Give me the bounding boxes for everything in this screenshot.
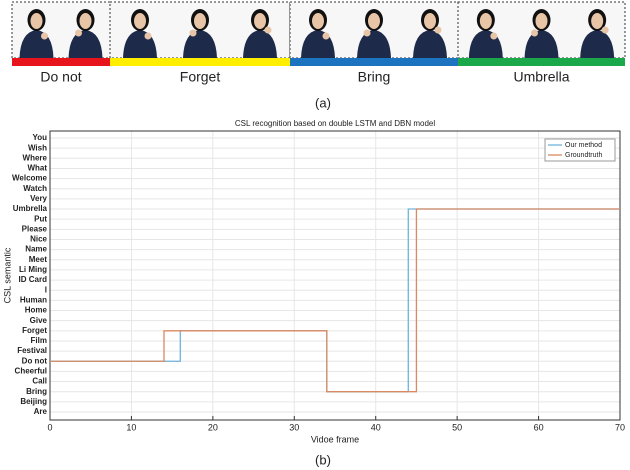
y-tick-label: I: [45, 285, 47, 294]
y-tick-label: Watch: [23, 184, 47, 193]
signer-body: [413, 30, 447, 58]
y-tick-label: Give: [30, 316, 48, 325]
y-tick-label: Do not: [22, 356, 48, 365]
color-bar: [458, 58, 625, 66]
color-bar: [290, 58, 458, 66]
x-axis-label: Vidoe frame: [311, 434, 359, 444]
x-tick-label: 50: [452, 422, 462, 432]
signer-hand: [264, 26, 272, 34]
x-tick-label: 40: [371, 422, 381, 432]
y-tick-label: You: [32, 133, 47, 142]
series-line: [50, 208, 620, 393]
sign-label: Do not: [40, 69, 81, 85]
signer-body: [243, 30, 277, 58]
legend-label: Groundtruth: [565, 152, 602, 159]
x-tick-label: 20: [208, 422, 218, 432]
signer-face: [424, 13, 436, 29]
y-tick-label: Li Ming: [19, 265, 47, 274]
y-tick-label: Wish: [28, 143, 47, 152]
y-tick-label: Bring: [26, 387, 47, 396]
signer-body: [357, 30, 391, 58]
color-bar: [110, 58, 290, 66]
y-tick-label: Where: [23, 153, 48, 162]
y-tick-label: Welcome: [12, 174, 48, 183]
y-axis-label: CSL semantic: [2, 247, 12, 303]
signer-face: [79, 13, 92, 29]
y-tick-label: ID Card: [19, 275, 48, 284]
signer-face: [535, 13, 548, 29]
chart-title: CSL recognition based on double LSTM and…: [235, 119, 435, 128]
y-tick-label: Home: [25, 306, 48, 315]
sign-label: Forget: [180, 69, 221, 85]
y-tick-label: Please: [22, 224, 48, 233]
y-tick-label: Name: [25, 245, 47, 254]
plot-frame: [49, 130, 621, 421]
signer-hand: [434, 26, 442, 34]
y-tick-label: Forget: [22, 326, 47, 335]
signer-body: [580, 30, 615, 58]
signer-face: [30, 13, 43, 29]
signer-hand: [189, 29, 197, 37]
legend-label: Our method: [565, 142, 602, 149]
signer-face: [312, 13, 324, 29]
signer-hand: [41, 32, 48, 40]
y-tick-label: Film: [31, 336, 47, 345]
y-tick-label: What: [27, 164, 47, 173]
y-tick-label: Call: [32, 377, 47, 386]
signer-face: [254, 13, 266, 29]
color-bar: [12, 58, 110, 66]
x-tick-label: 70: [615, 422, 625, 432]
y-tick-label: Cheerful: [15, 367, 47, 376]
y-tick-label: Meet: [29, 255, 48, 264]
signer-hand: [363, 29, 371, 37]
signer-body: [183, 30, 217, 58]
signer-hand: [144, 32, 152, 40]
signer-hand: [322, 32, 330, 40]
signer-face: [368, 13, 380, 29]
signer-face: [194, 13, 206, 29]
signer-hand: [490, 32, 498, 40]
signer-hand: [75, 29, 82, 37]
signer-body: [68, 30, 103, 58]
plot-area: [50, 131, 620, 420]
y-tick-label: Put: [34, 214, 47, 223]
y-tick-label: Beijing: [20, 397, 47, 406]
caption: (b): [315, 452, 331, 467]
signer-face: [134, 13, 146, 29]
signer-face: [479, 13, 492, 29]
signer-hand: [531, 29, 538, 37]
y-tick-label: Nice: [30, 235, 47, 244]
y-tick-label: Festival: [17, 346, 47, 355]
legend-box: [544, 138, 616, 162]
x-tick-label: 10: [126, 422, 136, 432]
x-tick-label: 60: [534, 422, 544, 432]
x-tick-label: 30: [289, 422, 299, 432]
signer-face: [591, 13, 604, 29]
signer-body: [524, 30, 559, 58]
signer-hand: [601, 26, 609, 34]
y-tick-label: Are: [34, 407, 48, 416]
sign-label: Bring: [358, 69, 391, 85]
y-tick-label: Umbrella: [13, 204, 48, 213]
x-tick-label: 0: [47, 422, 52, 432]
y-tick-label: Very: [30, 194, 47, 203]
caption: (a): [315, 95, 331, 110]
sign-label: Umbrella: [513, 69, 569, 85]
y-tick-label: Human: [20, 295, 47, 304]
